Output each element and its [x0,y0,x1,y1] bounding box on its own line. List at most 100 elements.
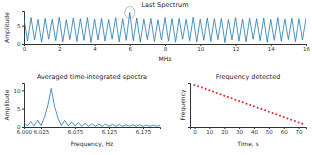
tick: 0 [17,124,24,130]
tick: 6.075 [68,127,84,135]
figure: 0 2 4 6 8 10 12 14 16 0 5 Last Spectrum MHz Amplitude… [0,0,312,155]
point [264,109,266,111]
tick-label: 50 [266,129,273,135]
tick-label: 0 [17,124,21,130]
tick: 16 [303,44,310,52]
point [246,103,248,105]
tick-label: 6.000 [17,129,33,135]
point [275,113,277,115]
tick: 60 [281,127,288,135]
tick-label: 16 [303,46,310,52]
tick-label: 5 [17,23,21,29]
point [197,85,199,87]
axis-line [22,12,25,45]
point [283,116,285,118]
point [208,89,210,91]
point [260,108,262,110]
point [286,117,288,119]
point [231,97,233,99]
tick-mark [22,127,24,128]
tick-label: 10 [14,88,21,94]
tick-label: 6.175 [136,129,152,135]
tick-mark [22,26,24,27]
tick: 10 [206,127,213,135]
y-axis: 0 5 10 [14,84,25,131]
point [238,100,240,102]
point [301,123,303,125]
tick-mark [22,44,24,45]
chart: 0 2 4 6 8 10 12 14 16 0 5 Last Spectrum MHz Amplitude [3,1,310,62]
point [219,93,221,95]
x-axis: 0 2 4 6 8 10 12 14 16 [23,44,311,52]
tick: 0 [23,44,27,52]
tick-label: 6 [129,46,133,52]
tick: 5 [17,23,24,29]
plot-area [193,84,303,125]
tick-label: 4 [93,46,97,52]
x-axis-title: Time, s [236,140,259,147]
tick-label: 14 [268,46,275,52]
tick: 50 [266,127,273,135]
y-axis-title: Amplitude [3,12,11,43]
tick: 30 [236,127,243,135]
tick: 5 [17,106,24,112]
point [242,101,244,103]
point [294,120,296,122]
tick-label: 30 [236,129,243,135]
point [223,95,225,97]
tick-mark [22,90,24,91]
tick-label: 0 [23,46,27,52]
point [201,87,203,89]
point [212,91,214,93]
axis-line [22,84,25,128]
tick-mark [22,109,24,110]
tick: 14 [268,44,275,52]
point [298,121,300,123]
plot-area [24,89,160,127]
series-line [24,89,160,127]
point [253,105,255,107]
tick-label: 6.125 [102,129,118,135]
point [205,88,207,90]
y-axis-title: Amplitude [3,89,11,120]
tick: 12 [233,44,240,52]
chart-title: Averaged time-integrated spectra [37,73,147,81]
tick: 8 [164,44,168,52]
point [216,92,218,94]
highlight-ellipse [125,6,135,18]
tick: 6 [129,44,133,52]
point [257,107,259,109]
tick-label: 40 [251,129,258,135]
tick-label: 0 [193,129,197,135]
tick-label: 8 [164,46,168,52]
tick-label: 6.075 [68,129,84,135]
tick-label: 20 [221,129,228,135]
tick-label: 12 [233,46,240,52]
chart-title: Last Spectrum [141,1,188,9]
y-axis-title: Frequency [179,89,187,120]
tick: 0 [17,41,24,47]
tick: 0 [193,127,197,135]
plot-area [24,12,306,42]
point [268,111,270,113]
tick: 20 [221,127,228,135]
point [193,84,195,86]
chart: 6.0006.025 6.075 6.125 6.175 0 5 10 Averaged ti… [3,73,160,148]
tick-label: 2 [58,46,62,52]
y-axis [188,84,191,128]
x-axis-title: MHz [159,55,172,62]
tick: 6.025 [34,127,50,135]
point [249,104,251,106]
tick-label: 60 [281,129,288,135]
tick: 6.175 [136,127,152,135]
x-axis: 6.0006.025 6.075 6.125 6.175 [17,127,161,135]
tick: 2 [58,44,62,52]
x-axis-title: Frequency, Hz [71,140,113,148]
point [234,99,236,101]
tick-label: 70 [296,129,303,135]
tick: 40 [251,127,258,135]
tick: 6.125 [102,127,118,135]
tick: 10 [197,44,204,52]
point [279,115,281,117]
tick: 70 [296,127,303,135]
